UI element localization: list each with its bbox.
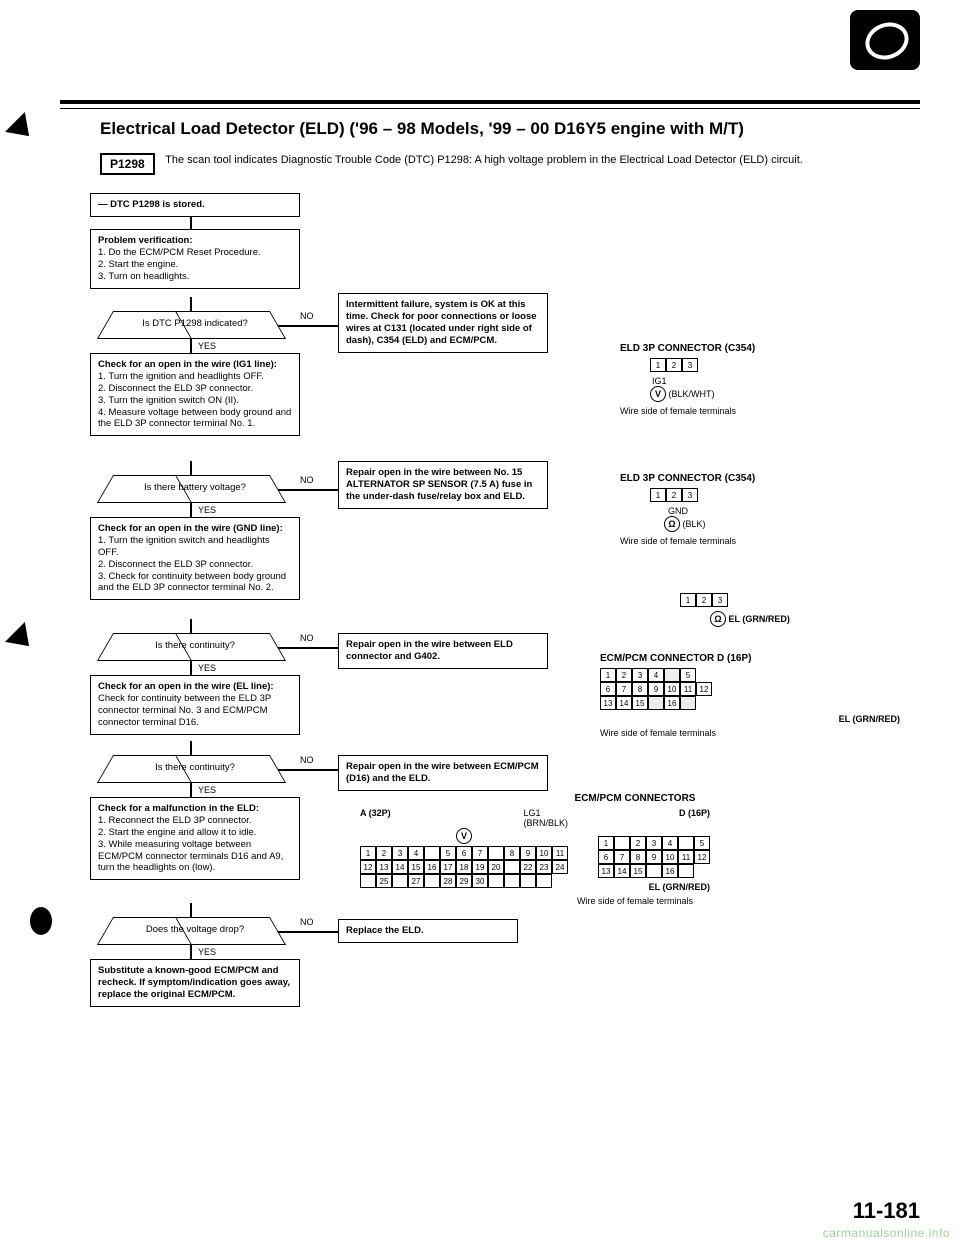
decision-voltage-drop: Does the voltage drop?	[90, 924, 300, 935]
decision-continuity-2: Is there continuity?	[90, 762, 300, 773]
connector-c354-3: 1 2 3 Ω EL (GRN/RED)	[650, 593, 900, 627]
watermark: carmanualsonline.info	[823, 1226, 950, 1240]
result-repair-d16: Repair open in the wire between ECM/PCM …	[338, 755, 548, 791]
box-check-malfunction: Check for a malfunction in the ELD: 1. R…	[90, 797, 300, 880]
flowchart: — DTC P1298 is stored. Problem verificat…	[60, 193, 920, 1193]
label-no: NO	[300, 475, 314, 485]
result-intermittent: Intermittent failure, system is OK at th…	[338, 293, 548, 353]
box-check-gnd: Check for an open in the wire (GND line)…	[90, 517, 300, 600]
decision-dtc-indicated: Is DTC P1298 indicated?	[90, 318, 300, 329]
manual-section-icon	[850, 10, 920, 70]
label-yes: YES	[198, 663, 216, 673]
result-repair-g402: Repair open in the wire between ELD conn…	[338, 633, 548, 669]
label-no: NO	[300, 755, 314, 765]
box-check-el: Check for an open in the wire (EL line):…	[90, 675, 300, 735]
connector-c354-2: ELD 3P CONNECTOR (C354) 1 2 3 GND Ω (BLK…	[620, 473, 870, 546]
label-yes: YES	[198, 785, 216, 795]
connector-c354-1: ELD 3P CONNECTOR (C354) 1 2 3 IG1 V (BLK…	[620, 343, 870, 416]
ink-blob	[30, 907, 52, 935]
page-title: Electrical Load Detector (ELD) ('96 – 98…	[100, 119, 920, 139]
section-arrow-2	[5, 622, 39, 656]
box-dtc-stored: — DTC P1298 is stored.	[90, 193, 300, 217]
label-no: NO	[300, 917, 314, 927]
connector-ecm-full: ECM/PCM CONNECTORS A (32P) LG1(BRN/BLK) …	[360, 793, 910, 906]
result-replace-eld: Replace the ELD.	[338, 919, 518, 943]
label-yes: YES	[198, 947, 216, 957]
label-yes: YES	[198, 341, 216, 351]
box-check-ig1: Check for an open in the wire (IG1 line)…	[90, 353, 300, 436]
result-repair-alternator-fuse: Repair open in the wire between No. 15 A…	[338, 461, 548, 509]
label-no: NO	[300, 633, 314, 643]
page-number: 11-181	[853, 1198, 920, 1224]
dtc-code-box: P1298	[100, 153, 155, 175]
label-yes: YES	[198, 505, 216, 515]
box-problem-verification: Problem verification: 1. Do the ECM/PCM …	[90, 229, 300, 289]
section-arrow	[5, 112, 39, 146]
label-no: NO	[300, 311, 314, 321]
intro-text: The scan tool indicates Diagnostic Troub…	[165, 153, 865, 167]
box-substitute-ecm: Substitute a known-good ECM/PCM and rech…	[90, 959, 300, 1007]
decision-battery-voltage: Is there battery voltage?	[90, 482, 300, 493]
connector-ecm-d16p: ECM/PCM CONNECTOR D (16P) 1 2 3 4 5 6 7 …	[600, 653, 900, 738]
decision-continuity-1: Is there continuity?	[90, 640, 300, 651]
